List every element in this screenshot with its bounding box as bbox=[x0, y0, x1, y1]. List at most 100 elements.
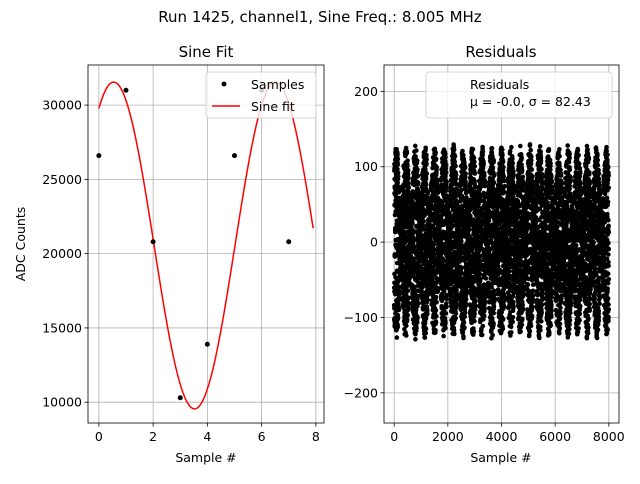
residual-point bbox=[472, 159, 477, 164]
residual-point bbox=[473, 303, 478, 308]
residual-point bbox=[482, 306, 487, 311]
residual-point bbox=[492, 180, 497, 185]
residual-point bbox=[405, 313, 410, 318]
legend-sine-fit-label: Sine fit bbox=[251, 99, 295, 114]
residual-point bbox=[444, 163, 449, 168]
sine-fit-legend: Samples Sine fit bbox=[206, 72, 316, 118]
residual-point bbox=[454, 173, 459, 178]
residual-point bbox=[481, 149, 486, 154]
residual-point bbox=[405, 151, 410, 156]
residual-point bbox=[507, 269, 512, 274]
residual-point bbox=[473, 307, 478, 312]
sample-point bbox=[232, 153, 237, 158]
residual-point bbox=[421, 219, 426, 224]
residual-point bbox=[459, 239, 464, 244]
residual-point bbox=[492, 304, 497, 309]
residual-point bbox=[501, 317, 506, 322]
residual-point bbox=[424, 327, 429, 332]
residual-point bbox=[490, 316, 495, 321]
residual-point bbox=[434, 165, 439, 170]
residual-point bbox=[406, 302, 411, 307]
residual-point bbox=[508, 149, 513, 154]
residual-point bbox=[501, 160, 506, 165]
residual-point bbox=[405, 318, 410, 323]
residual-point bbox=[443, 321, 448, 326]
figure-suptitle: Run 1425, channel1, Sine Freq.: 8.005 MH… bbox=[158, 8, 482, 26]
residual-point bbox=[519, 156, 524, 161]
residual-point bbox=[463, 166, 468, 171]
residual-point bbox=[406, 168, 411, 173]
residual-point bbox=[510, 320, 515, 325]
residual-point bbox=[518, 329, 523, 334]
residual-point bbox=[473, 298, 478, 303]
sine-fit-ytick-label: 20000 bbox=[42, 246, 82, 261]
residual-point bbox=[492, 172, 497, 177]
residual-point bbox=[395, 152, 400, 157]
residual-point bbox=[511, 169, 516, 174]
residual-point bbox=[518, 144, 523, 149]
residual-point bbox=[415, 320, 420, 325]
residual-point bbox=[484, 276, 489, 281]
residual-point bbox=[481, 161, 486, 166]
residual-point bbox=[453, 154, 458, 159]
legend-samples-marker bbox=[222, 82, 227, 87]
residual-point bbox=[473, 184, 478, 189]
residual-point bbox=[424, 331, 429, 336]
residual-point bbox=[490, 333, 495, 338]
sine-fit-curve bbox=[99, 82, 313, 409]
residual-point bbox=[425, 298, 430, 303]
residual-point bbox=[501, 165, 506, 170]
residual-point bbox=[416, 180, 421, 185]
residual-point bbox=[416, 301, 421, 306]
residual-point bbox=[423, 321, 428, 326]
residual-point bbox=[482, 174, 487, 179]
sine-fit-ylabel: ADC Counts bbox=[13, 207, 28, 282]
residual-point bbox=[406, 176, 411, 181]
residual-point bbox=[480, 145, 485, 150]
residual-point bbox=[453, 164, 458, 169]
residual-point bbox=[443, 155, 448, 160]
residual-point bbox=[472, 155, 477, 160]
residual-point bbox=[424, 162, 429, 167]
sample-point bbox=[151, 239, 156, 244]
residual-point bbox=[520, 322, 525, 327]
residual-point bbox=[425, 191, 430, 196]
residual-point bbox=[423, 167, 428, 172]
residual-point bbox=[502, 298, 507, 303]
sine-fit-title: Sine Fit bbox=[179, 43, 234, 61]
residual-point bbox=[434, 157, 439, 162]
residual-point bbox=[511, 315, 516, 320]
residual-point bbox=[463, 171, 468, 176]
residual-point bbox=[404, 333, 409, 338]
residual-point bbox=[482, 300, 487, 305]
residual-point bbox=[482, 314, 487, 319]
residual-point bbox=[452, 331, 457, 336]
residual-point bbox=[395, 162, 400, 167]
residual-point bbox=[491, 311, 496, 316]
residual-point bbox=[425, 171, 430, 176]
residual-point bbox=[460, 149, 465, 154]
residual-point bbox=[453, 316, 458, 321]
sine-fit-xtick-label: 2 bbox=[149, 429, 157, 444]
sine-fit-ytick-label: 10000 bbox=[42, 395, 82, 410]
residual-point bbox=[462, 314, 467, 319]
residual-point bbox=[434, 295, 439, 300]
residual-point bbox=[521, 175, 526, 180]
residual-point bbox=[424, 157, 429, 162]
residual-point bbox=[464, 304, 469, 309]
residual-point bbox=[520, 168, 525, 173]
residual-point bbox=[473, 164, 478, 169]
residual-point bbox=[395, 335, 400, 340]
residual-point bbox=[510, 161, 515, 166]
sample-point bbox=[286, 239, 291, 244]
residual-point bbox=[425, 312, 430, 317]
residual-point bbox=[467, 227, 472, 232]
residual-point bbox=[501, 327, 506, 332]
residual-point bbox=[444, 311, 449, 316]
residual-point bbox=[414, 148, 419, 153]
residual-point bbox=[487, 219, 492, 224]
residual-point bbox=[434, 314, 439, 319]
residual-point bbox=[444, 170, 449, 175]
sample-point bbox=[178, 395, 183, 400]
residual-point bbox=[509, 145, 514, 150]
